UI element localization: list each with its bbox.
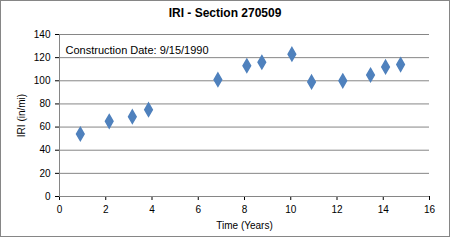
svg-text:80: 80 [39,98,51,109]
svg-text:120: 120 [34,52,51,63]
svg-text:IRI (in/mi): IRI (in/mi) [16,94,27,137]
svg-text:2: 2 [103,204,109,215]
svg-text:4: 4 [149,204,155,215]
svg-text:100: 100 [34,75,51,86]
svg-text:8: 8 [242,204,248,215]
svg-text:10: 10 [285,204,297,215]
svg-text:20: 20 [39,168,51,179]
svg-text:0: 0 [45,191,51,202]
svg-text:14: 14 [378,204,390,215]
html-text:IRI - Section 270509: IRI - Section 270509 [168,6,282,20]
svg-text:0: 0 [57,204,63,215]
svg-text:140: 140 [34,29,51,40]
svg-text:Time (Years): Time (Years) [216,220,273,231]
svg-text:40: 40 [39,144,51,155]
svg-text:Construction Date: 9/15/1990: Construction Date: 9/15/1990 [66,44,209,56]
svg-text:60: 60 [39,121,51,132]
svg-text:6: 6 [195,204,201,215]
svg-text:12: 12 [331,204,343,215]
svg-text:16: 16 [424,204,436,215]
